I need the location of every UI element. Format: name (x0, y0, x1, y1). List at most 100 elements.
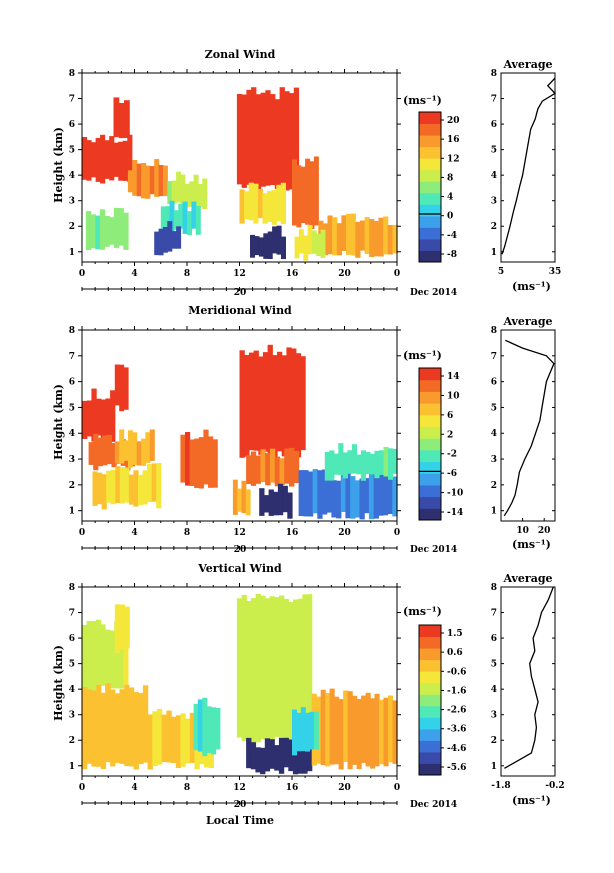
heatmap-cell (236, 598, 243, 738)
heatmap-cell (123, 440, 129, 461)
heatmap-cell (171, 716, 177, 763)
heatmap-cell (152, 711, 158, 767)
heatmap-cell (105, 629, 111, 692)
heatmap-cell (193, 703, 199, 751)
x-tick-label: 0 (394, 269, 400, 279)
heatmap-cell (161, 714, 167, 762)
avg-y-tick-label: 3 (491, 197, 497, 207)
avg-x-tick-label: 10 (516, 526, 529, 536)
avg-y-tick-label: 1 (491, 248, 497, 258)
heatmap-cell (246, 455, 252, 484)
heatmap-cell (378, 217, 384, 257)
heatmap-cell (374, 693, 380, 767)
y-tick-label: 5 (69, 146, 75, 156)
heatmap-cell (338, 443, 344, 475)
heatmap-cell (91, 142, 97, 178)
y-tick-label: 7 (69, 352, 75, 362)
heatmap-cell (109, 136, 115, 181)
heatmap-cell (277, 351, 283, 452)
heatmap-cell (291, 348, 297, 455)
heatmap-cell (320, 229, 326, 258)
y-tick-label: 7 (69, 95, 75, 105)
heatmap-cell (86, 140, 92, 181)
heatmap-cell (162, 165, 168, 197)
heatmap-cell (194, 438, 200, 488)
heatmap-cell (350, 476, 356, 519)
ylabel-vertical: Height (km) (52, 645, 65, 721)
colorbar-tick-label: 1.5 (447, 629, 463, 639)
heatmap-cell (309, 711, 315, 750)
heatmap-cell (124, 467, 130, 503)
heatmap-cell (325, 693, 331, 767)
heatmap-cell (356, 454, 362, 475)
heatmap-cell (274, 99, 281, 189)
heatmap-cell (149, 166, 155, 195)
heatmap-cell (82, 625, 88, 691)
heatmap-cell (118, 141, 124, 181)
heatmap-cell (282, 485, 288, 513)
colorbar-swatch (419, 473, 441, 486)
colorbar-swatch (419, 682, 441, 695)
heatmap-cell (364, 217, 370, 254)
heatmap-cell (312, 469, 318, 514)
heatmap-cell (292, 737, 299, 775)
avg-profile-line (501, 77, 557, 255)
heatmap-cell (180, 713, 186, 767)
y-tick-label: 1 (69, 248, 75, 258)
x-tick-label: 4 (131, 269, 137, 279)
heatmap-cell (158, 165, 164, 197)
avg-y-tick-label: 7 (491, 609, 497, 619)
heatmap-cell (355, 221, 361, 258)
heatmap-cell (250, 598, 257, 743)
heatmap-cell (379, 699, 385, 765)
heatmap-cell (178, 203, 184, 229)
colorbar-swatch (419, 181, 441, 194)
colorbar-tick-label: -2.6 (447, 706, 466, 716)
avg-y-tick-label: 7 (491, 352, 497, 362)
heatmap-cell (246, 600, 252, 744)
colorbar-swatch (419, 158, 441, 171)
heatmap-cell (293, 599, 299, 740)
heatmap-cell (326, 474, 332, 513)
avg-unit-zonal: (ms⁻¹) (512, 280, 551, 293)
colorbar-tick-label: 10 (447, 391, 460, 401)
heatmap-cell (248, 182, 254, 221)
heatmap-cell (268, 489, 274, 516)
y-tick-label: 2 (69, 222, 75, 232)
colorbar-swatch (419, 192, 441, 205)
heatmap-cell (109, 630, 115, 689)
heatmap-cell (365, 692, 371, 767)
colorbar-swatch (419, 135, 441, 148)
heatmap-cell (295, 353, 302, 458)
heatmap-cell (132, 160, 138, 196)
avg-y-tick-label: 4 (491, 429, 497, 439)
avg-frame (500, 586, 556, 777)
title-zonal: Zonal Wind (205, 48, 276, 61)
heatmap-cell (322, 223, 329, 256)
heatmap-cell (236, 94, 243, 185)
heatmap-cell (279, 458, 285, 486)
x-tick-label: 20 (338, 783, 351, 793)
heatmap-cell (206, 706, 212, 753)
heatmap-cell (115, 466, 121, 504)
y-tick-label: 6 (69, 634, 75, 644)
heatmap-cell (307, 471, 314, 517)
heatmap-cell (351, 444, 357, 474)
heatmap-cell (154, 231, 160, 256)
heatmap-cell (241, 94, 247, 188)
heatmap-cell (300, 356, 306, 451)
heatmap-cell (123, 367, 129, 410)
colorbar-swatch (419, 671, 441, 684)
heatmap-cell (279, 87, 285, 187)
avg-y-tick-label: 4 (491, 171, 497, 181)
heatmap-cell (142, 470, 148, 505)
avg-y-tick-label: 6 (491, 378, 497, 388)
heatmap-cell (95, 215, 101, 250)
x-tick-label: 0 (79, 528, 85, 538)
heatmap-cell (388, 695, 394, 763)
heatmap-cell (387, 225, 393, 255)
avg-x-tick-label: 5 (498, 267, 504, 277)
heatmap-cell (124, 684, 130, 767)
heatmap-cell (232, 479, 238, 515)
